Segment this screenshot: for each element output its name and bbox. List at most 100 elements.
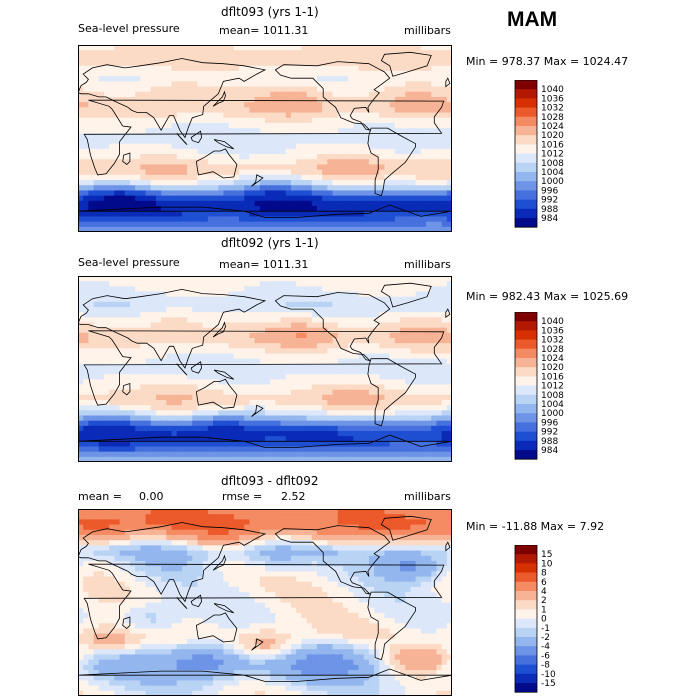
map-cell: [249, 389, 256, 396]
map-frame: [78, 45, 452, 232]
map-cell: [290, 45, 297, 51]
map-cell: [410, 195, 417, 202]
map-cell: [436, 159, 443, 166]
map-cell: [322, 211, 328, 218]
map-cell: [342, 138, 349, 145]
map-cell: [98, 296, 105, 303]
map-cell: [88, 317, 95, 324]
map-cell: [98, 112, 105, 119]
map-cell: [239, 286, 245, 293]
map-cell: [265, 107, 271, 114]
map-cell: [228, 76, 235, 82]
map-cell: [166, 338, 173, 344]
map-cell: [384, 211, 391, 218]
map-cell: [213, 369, 219, 375]
map-cell: [426, 133, 432, 140]
map-cell: [244, 431, 251, 437]
map-cell: [280, 102, 287, 108]
map-cell: [155, 200, 162, 207]
map-cell: [166, 96, 173, 103]
map-cell: [114, 86, 121, 93]
map-cell: [296, 410, 302, 417]
map-cell: [259, 296, 266, 303]
map-cell: [296, 281, 302, 287]
map-cell: [311, 296, 318, 303]
map-cell: [93, 159, 100, 166]
map-cell: [114, 394, 121, 401]
map-cell: [405, 307, 412, 313]
map-cell: [109, 379, 115, 386]
map-cell: [394, 96, 401, 103]
map-cell: [161, 420, 167, 427]
map-cell: [187, 410, 193, 417]
map-cell: [119, 276, 126, 282]
map-cell: [358, 374, 365, 380]
map-cell: [83, 276, 89, 282]
map-cell: [135, 276, 141, 282]
map-cell: [239, 425, 245, 432]
map-cell: [228, 216, 235, 223]
map-cell: [197, 276, 204, 282]
map-cell: [420, 405, 427, 411]
map-cell: [213, 200, 219, 207]
map-cell: [207, 394, 214, 401]
map-cell: [348, 327, 354, 334]
map-cell: [244, 164, 251, 171]
map-cell: [306, 394, 313, 401]
map-cell: [405, 76, 412, 82]
map-cell: [270, 291, 276, 298]
map-cell: [135, 436, 141, 442]
map-cell: [348, 415, 354, 422]
map-cell: [348, 200, 354, 207]
map-cell: [280, 317, 287, 324]
map-cell: [446, 112, 452, 119]
map-cell: [327, 185, 334, 192]
map-cell: [171, 441, 178, 448]
map-cell: [389, 332, 396, 339]
map-cell: [202, 138, 209, 145]
map-cell: [301, 195, 308, 202]
map-cell: [88, 206, 95, 212]
map-cell: [436, 164, 443, 171]
map-cell: [436, 185, 443, 192]
map-cell: [420, 348, 427, 355]
map-cell: [322, 301, 328, 308]
map-cell: [270, 348, 276, 355]
map-cell: [249, 55, 256, 62]
map-cell: [119, 143, 126, 150]
map-cell: [98, 206, 105, 212]
map-cell: [374, 312, 380, 318]
map-cell: [187, 425, 193, 432]
map-cell: [285, 65, 292, 72]
map-cell: [368, 369, 375, 375]
map-cell: [275, 185, 282, 192]
map-cell: [218, 86, 225, 93]
map-cell: [228, 332, 235, 339]
map-cell: [161, 276, 167, 282]
map-cell: [384, 384, 391, 391]
map-cell: [368, 296, 375, 303]
map-cell: [78, 394, 84, 401]
map-cell: [384, 389, 391, 396]
map-cell: [405, 164, 412, 171]
map-cell: [316, 143, 323, 150]
map-cell: [254, 190, 261, 197]
map-cell: [285, 200, 292, 207]
map-cell: [301, 431, 308, 437]
map-cell: [218, 327, 225, 334]
map-cell: [88, 180, 95, 186]
map-cell: [394, 276, 401, 282]
map-cell: [301, 226, 308, 232]
map-cell: [207, 301, 214, 308]
map-cell: [228, 301, 235, 308]
map-cell: [431, 91, 438, 98]
map-cell: [441, 117, 448, 124]
map-cell: [400, 221, 406, 228]
map-cell: [436, 154, 443, 160]
map-cell: [249, 91, 256, 98]
map-cell: [129, 159, 136, 166]
map-cell: [114, 112, 121, 119]
map-cell: [337, 102, 344, 108]
map-cell: [327, 436, 334, 442]
map-cell: [426, 353, 432, 360]
